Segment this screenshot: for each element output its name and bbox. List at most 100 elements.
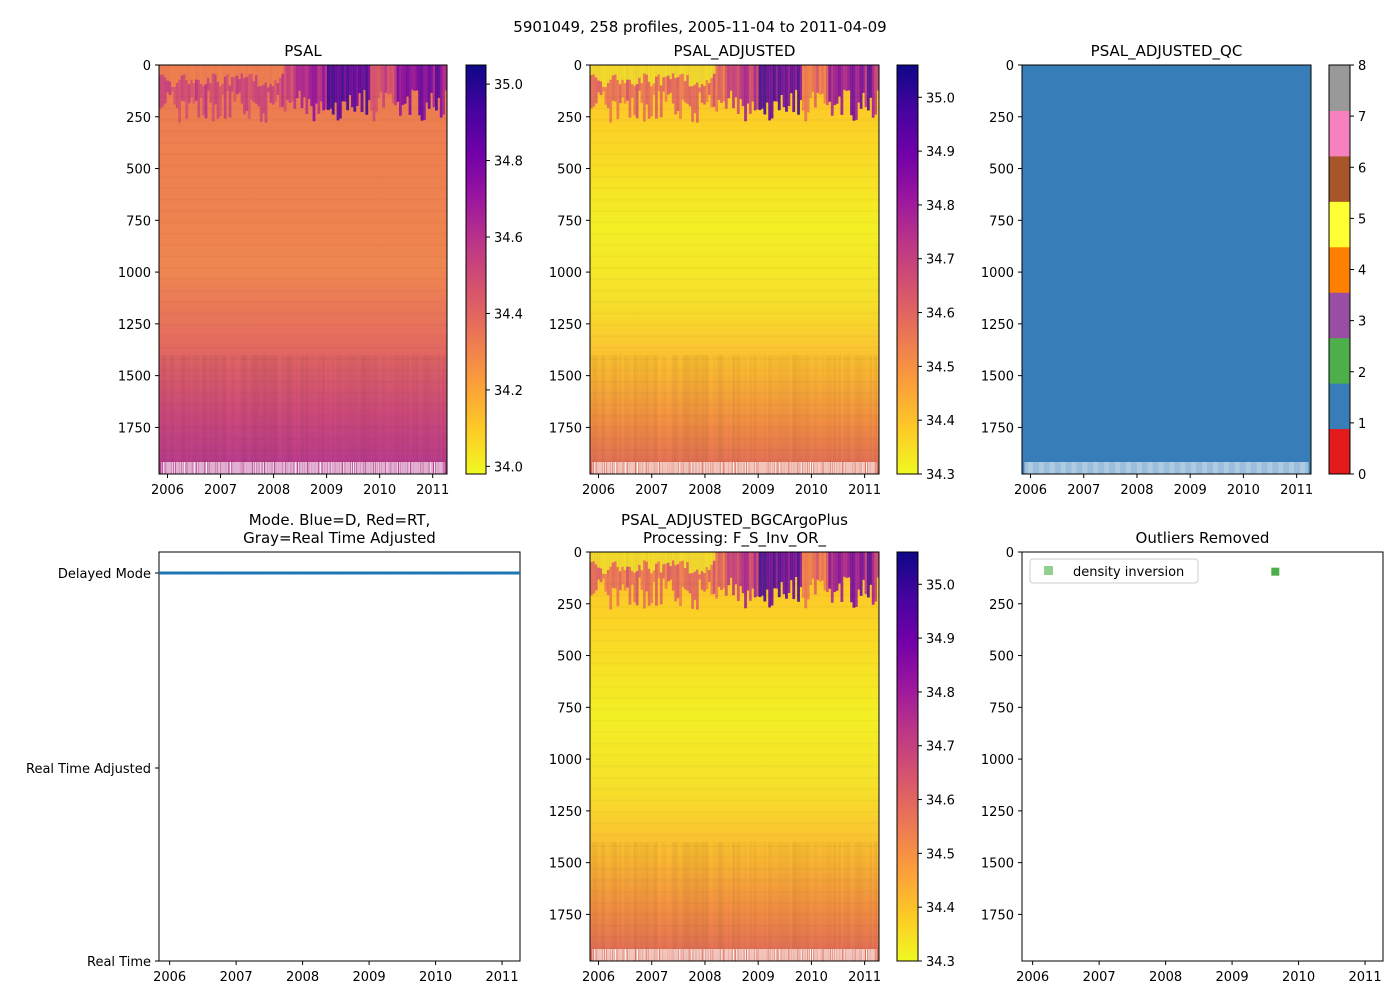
psal-cell	[380, 355, 383, 474]
psal-cell	[382, 65, 385, 108]
bgc-cell	[783, 842, 786, 961]
bgc-cell	[809, 552, 812, 585]
psal-cell	[281, 355, 284, 474]
psal-cell	[238, 65, 241, 80]
psal_adj-frame	[589, 64, 880, 475]
bgc-colorbar-label: 34.9	[926, 632, 955, 647]
bgc-band	[590, 629, 879, 631]
bgc-colorbar-label: 34.6	[926, 794, 955, 809]
psal_adj-cell	[804, 355, 807, 474]
bgc-cell	[698, 842, 701, 961]
outliers-ytick-label: 1500	[981, 857, 1014, 872]
psal-cell	[331, 65, 335, 115]
qc-frame	[1021, 64, 1312, 475]
psal_adj-band	[590, 415, 879, 417]
psal-ytick-label: 1500	[118, 370, 151, 385]
psal-cell	[387, 65, 390, 95]
outliers-xtick-label: 2011	[1349, 970, 1382, 985]
bgc-cell	[631, 842, 634, 961]
psal-cell	[195, 65, 198, 101]
psal-band	[159, 335, 447, 337]
psal_adj-band	[590, 426, 879, 428]
bgc-cell	[705, 552, 709, 590]
psal_adj-colorbar-label: 34.5	[926, 360, 955, 375]
psal-band	[159, 187, 447, 189]
psal_adj-cell	[655, 354, 658, 474]
psal_adj-cell	[753, 354, 757, 474]
psal-cell	[286, 65, 289, 100]
psal-cell	[271, 354, 275, 474]
bgc-band	[590, 891, 879, 893]
bgc-band	[590, 720, 879, 722]
bgc-band	[590, 845, 879, 847]
bgc-cell	[821, 552, 825, 581]
bgc-cell	[828, 841, 832, 961]
bgc-cell	[732, 552, 735, 596]
psal_adj-cell	[657, 65, 661, 92]
psal-cell	[190, 65, 193, 98]
psal-cell	[385, 355, 388, 474]
psal_adj-xtick-label: 2008	[688, 483, 721, 498]
psal_adj-colorbar-label: 34.9	[926, 145, 955, 160]
psal_adj-cell	[635, 65, 639, 85]
psal-cell	[310, 65, 313, 107]
bgc-cell	[775, 842, 778, 961]
bgc-cell	[828, 552, 832, 589]
bgc-cell	[635, 552, 639, 606]
psal-cell	[180, 354, 184, 474]
psal_adj-band	[590, 119, 879, 121]
bgc-cell	[600, 842, 603, 961]
psal-cell	[192, 65, 196, 104]
psal_adj-band	[590, 107, 879, 109]
bgc-cell	[597, 552, 601, 568]
psal_adj-cell	[619, 355, 622, 474]
psal_adj-cell	[831, 355, 834, 474]
psal-cell	[180, 65, 184, 76]
bgc-cell	[800, 842, 803, 961]
bgc-cell	[771, 842, 774, 961]
bgc-cell	[676, 552, 680, 565]
psal-cell	[435, 65, 438, 111]
bgc-cell	[606, 552, 610, 571]
psal-cell	[403, 65, 407, 104]
psal_adj-band	[590, 392, 879, 394]
psal-cell	[387, 355, 390, 474]
psal_adj-xtick-label: 2009	[742, 483, 775, 498]
bgc-cell	[592, 552, 596, 562]
bgc-cell	[683, 552, 687, 590]
psal-cell	[341, 65, 345, 102]
psal-ytick-label: 250	[126, 111, 151, 126]
psal-cell	[240, 354, 244, 474]
bgc-cell	[688, 552, 692, 574]
psal-cell	[404, 355, 407, 474]
psal-cell	[255, 65, 258, 104]
psal-band	[159, 290, 447, 292]
bgc-cell	[679, 552, 682, 607]
qc-colorbar-label: 7	[1358, 110, 1366, 125]
psal_adj-cell	[732, 65, 735, 109]
psal-cell	[432, 65, 436, 108]
outliers-ytick-label: 250	[989, 598, 1014, 613]
bgc-cell	[816, 552, 820, 580]
bgc-cell	[842, 552, 846, 577]
mode-xtick-label: 2007	[220, 970, 253, 985]
psal_adj-cell	[763, 65, 767, 115]
psal-heatmap	[159, 65, 448, 474]
qc-ytick-label: 1750	[981, 421, 1014, 436]
psal-cell	[219, 65, 222, 87]
psal_adj-cell	[602, 65, 605, 87]
psal-band	[159, 96, 447, 98]
psal-cell	[375, 354, 378, 474]
bgc-band	[590, 651, 879, 653]
psal-cell	[183, 65, 186, 75]
psal-cell	[231, 65, 234, 92]
bgc-cell	[713, 842, 716, 961]
bgc-cell	[703, 841, 706, 961]
psal-cell	[173, 65, 177, 88]
bgc-cell	[628, 552, 632, 605]
psal_adj-cell	[611, 354, 615, 474]
psal_adj-ytick-label: 250	[557, 111, 582, 126]
bgc-band	[590, 879, 879, 881]
psal-cell	[216, 65, 220, 82]
psal-cell	[279, 65, 282, 78]
